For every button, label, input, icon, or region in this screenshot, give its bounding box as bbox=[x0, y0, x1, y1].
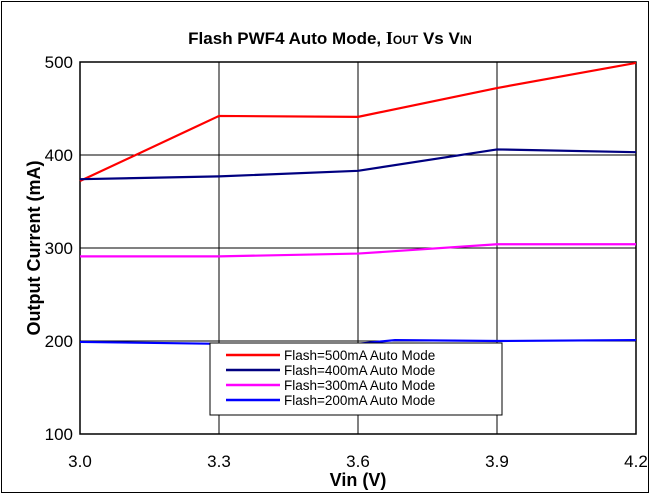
title-out: OUT bbox=[393, 33, 419, 47]
title-in: IN bbox=[460, 33, 472, 47]
x-tick-label: 3.9 bbox=[485, 452, 509, 471]
series-lines bbox=[79, 61, 637, 345]
x-tick-label: 3.0 bbox=[68, 452, 92, 471]
x-tick-label: 4.2 bbox=[624, 452, 648, 471]
chart-title: Flash PWF4 Auto Mode, IOUT Vs VIN bbox=[188, 28, 472, 48]
x-tick-label: 3.3 bbox=[207, 452, 231, 471]
y-tick-label: 400 bbox=[45, 146, 73, 165]
series-line-3 bbox=[80, 243, 636, 258]
title-vs: Vs bbox=[418, 29, 448, 48]
x-axis-label: Vin (V) bbox=[330, 470, 387, 490]
title-i: I bbox=[386, 28, 393, 48]
series-line-1 bbox=[79, 61, 637, 183]
x-tick-label: 3.6 bbox=[346, 452, 370, 471]
series-line-4 bbox=[79, 338, 637, 345]
legend-label: Flash=200mA Auto Mode bbox=[284, 393, 435, 408]
legend-label: Flash=500mA Auto Mode bbox=[284, 348, 435, 363]
legend-label: Flash=300mA Auto Mode bbox=[284, 378, 435, 393]
legend-label: Flash=400mA Auto Mode bbox=[284, 363, 435, 378]
y-tick-label: 200 bbox=[45, 332, 73, 351]
y-tick-labels: 100 200 300 400 500 bbox=[45, 53, 73, 444]
y-tick-label: 300 bbox=[45, 239, 73, 258]
x-tick-labels: 3.0 3.3 3.6 3.9 4.2 bbox=[68, 452, 648, 471]
title-main: Flash PWF4 Auto Mode, bbox=[188, 29, 386, 48]
y-axis-label: Output Current (mA) bbox=[24, 161, 44, 336]
y-tick-label: 500 bbox=[45, 53, 73, 72]
series-line-2 bbox=[79, 148, 637, 181]
title-v: V bbox=[448, 29, 460, 48]
y-tick-label: 100 bbox=[45, 425, 73, 444]
